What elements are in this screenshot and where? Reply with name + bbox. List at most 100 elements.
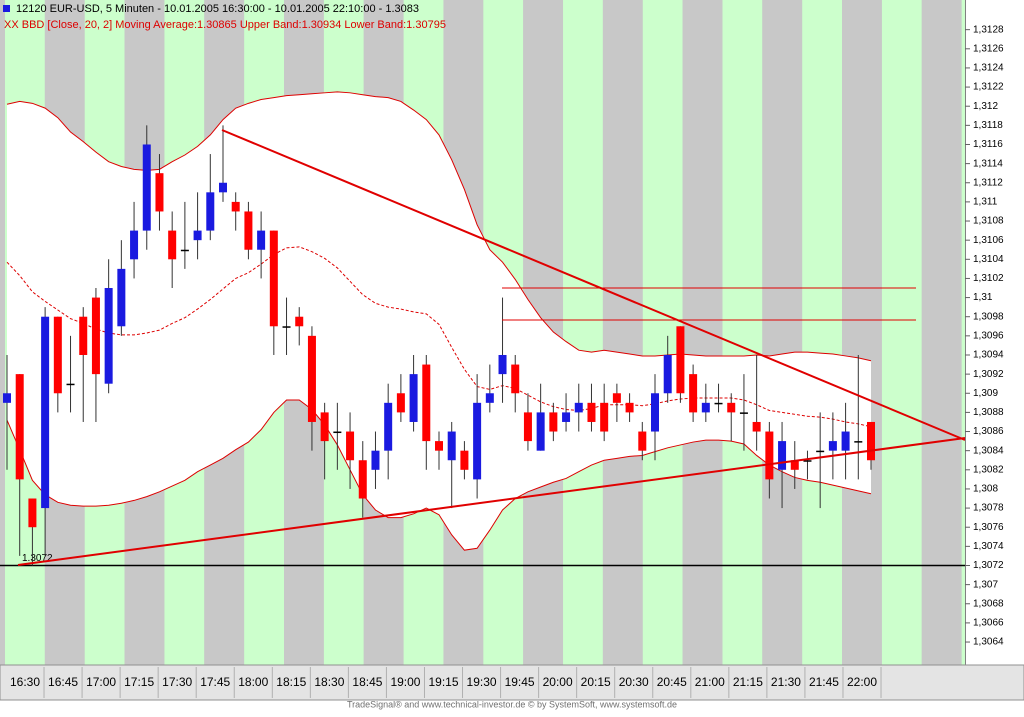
y-tick-label: 1,3116 xyxy=(973,139,1003,150)
x-tick-label: 18:00 xyxy=(238,675,268,689)
x-tick-label: 21:00 xyxy=(695,675,725,689)
x-tick-label: 21:45 xyxy=(809,675,839,689)
candle-body xyxy=(841,431,850,451)
x-tick-label: 19:45 xyxy=(505,675,535,689)
y-tick-label: 1,31 xyxy=(973,292,993,303)
candle-body xyxy=(473,402,482,480)
candle-body xyxy=(752,421,761,432)
x-tick-label: 18:15 xyxy=(276,675,306,689)
candle-body xyxy=(689,374,698,413)
candle-body xyxy=(854,441,863,443)
candle-body xyxy=(142,144,151,231)
candle-body xyxy=(91,297,100,375)
candle-body xyxy=(574,402,583,413)
candle-body xyxy=(384,402,393,451)
candle-body xyxy=(66,383,75,386)
candle-body xyxy=(422,364,431,442)
y-tick-label: 1,312 xyxy=(973,101,998,112)
candle-body xyxy=(638,431,647,451)
y-tick-label: 1,3086 xyxy=(973,426,1004,437)
candle-body xyxy=(498,354,507,375)
y-tick-label: 1,3128 xyxy=(973,24,1004,35)
moving-average xyxy=(6,246,872,428)
candle-body xyxy=(867,421,875,461)
x-tick-label: 21:15 xyxy=(733,675,763,689)
y-tick-label: 1,307 xyxy=(973,579,998,590)
time-stripe xyxy=(642,0,683,665)
candle-body xyxy=(625,402,634,413)
candle-body xyxy=(295,316,304,327)
candle-body xyxy=(562,412,571,422)
x-tick-label: 20:15 xyxy=(581,675,611,689)
candle-body xyxy=(396,393,405,413)
candle-body xyxy=(346,431,355,461)
candle-body xyxy=(193,230,202,241)
plot: 1.3072 xyxy=(0,91,965,567)
y-tick-label: 1,3104 xyxy=(973,254,1004,265)
candle-body xyxy=(180,249,189,252)
x-tick-label: 19:15 xyxy=(428,675,458,689)
y-tick-label: 1,3102 xyxy=(973,273,1004,284)
y-tick-label: 1,3078 xyxy=(973,503,1004,514)
x-tick-label: 18:45 xyxy=(352,675,382,689)
trend-line xyxy=(17,437,966,566)
candle-body xyxy=(320,412,329,442)
candle-body xyxy=(485,393,494,403)
candle-body xyxy=(587,402,596,422)
y-tick-label: 1,3112 xyxy=(973,177,1003,188)
y-tick-label: 1,3108 xyxy=(973,216,1004,227)
candle-body xyxy=(358,460,367,499)
time-stripe xyxy=(921,0,962,665)
y-tick-label: 1,308 xyxy=(973,484,998,495)
candle-body xyxy=(168,230,177,260)
y-tick-label: 1,3106 xyxy=(973,235,1004,246)
y-tick-label: 1,3068 xyxy=(973,598,1004,609)
time-stripe xyxy=(682,0,723,665)
x-tick-label: 17:00 xyxy=(86,675,116,689)
axes: 1,31281,31261,31241,31221,3121,31181,311… xyxy=(10,24,1004,698)
y-tick-label: 1,3124 xyxy=(973,63,1004,74)
y-tick-label: 1,3076 xyxy=(973,522,1004,533)
x-tick-label: 20:45 xyxy=(657,675,687,689)
x-tick-label: 19:00 xyxy=(390,675,420,689)
time-stripe xyxy=(802,0,843,665)
y-tick-label: 1,3096 xyxy=(973,330,1004,341)
x-tick-label: 17:30 xyxy=(162,675,192,689)
y-axis-panel xyxy=(965,0,1024,665)
y-tick-label: 1,3064 xyxy=(973,637,1004,648)
candle-body xyxy=(28,498,37,528)
candle-body xyxy=(244,211,253,250)
time-stripe xyxy=(842,0,882,665)
candle-body xyxy=(511,364,520,394)
candle-body xyxy=(219,182,227,193)
y-tick-label: 1,3094 xyxy=(973,350,1004,361)
indicator-legend: XX BBD [Close, 20, 2] Moving Average:1.3… xyxy=(4,19,446,31)
time-stripe xyxy=(881,0,922,665)
candle-body xyxy=(663,354,672,394)
x-tick-label: 17:45 xyxy=(200,675,230,689)
candle-body xyxy=(282,326,291,328)
candle-body xyxy=(676,326,685,394)
candle-body xyxy=(612,393,621,403)
candle-body xyxy=(536,412,545,451)
candle-body xyxy=(409,374,418,422)
x-tick-label: 20:00 xyxy=(543,675,573,689)
y-tick-label: 1,309 xyxy=(973,388,998,399)
x-tick-label: 19:30 xyxy=(467,675,497,689)
candle-body xyxy=(790,460,799,470)
candle-body xyxy=(117,268,126,327)
x-tick-label: 22:00 xyxy=(847,675,877,689)
candle-body xyxy=(816,450,825,453)
y-tick-label: 1,3126 xyxy=(973,43,1004,54)
y-tick-label: 1,3122 xyxy=(973,82,1004,93)
y-tick-label: 1,3088 xyxy=(973,407,1004,418)
candle-body xyxy=(333,431,342,434)
lower-band xyxy=(6,399,872,551)
upper-band xyxy=(6,91,872,362)
y-tick-label: 1,3066 xyxy=(973,618,1004,629)
candle-body xyxy=(371,450,380,470)
candle-body xyxy=(727,402,736,413)
x-tick-label: 16:45 xyxy=(48,675,78,689)
candle-body xyxy=(447,431,456,461)
